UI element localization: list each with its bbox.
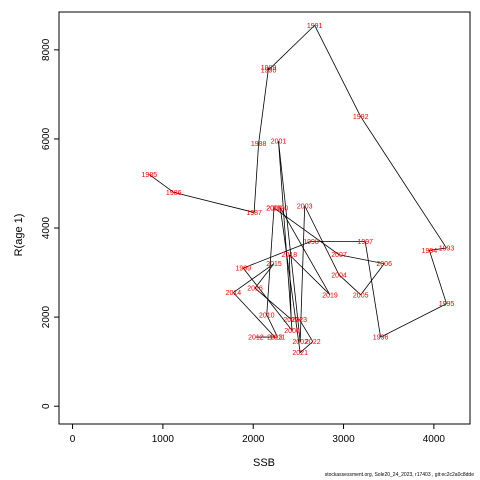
x-tick-label-0: 0 — [70, 434, 76, 445]
segment-2006-2007 — [338, 254, 385, 265]
segment-2004-2005 — [338, 274, 361, 296]
y-tick-label-1: 2000 — [41, 306, 52, 329]
segment-1987-1988 — [253, 143, 260, 213]
segment-1985-1986 — [149, 174, 174, 193]
point-label-2011: 2011 — [270, 335, 285, 342]
point-label-2018: 2018 — [282, 252, 298, 259]
segment-2002-2003 — [299, 205, 306, 342]
segment-2018-2019 — [289, 254, 331, 296]
point-label-2000: 2000 — [284, 328, 300, 335]
segment-2015-2016 — [254, 263, 275, 289]
x-axis: 0 1000 2000 3000 4000 — [70, 424, 446, 445]
segment-1993-1994 — [429, 247, 447, 251]
segment-2020-2021 — [279, 207, 301, 353]
segment-1990-1991 — [268, 25, 315, 71]
point-label-2002: 2002 — [292, 339, 308, 346]
point-label-2016: 2016 — [247, 286, 263, 293]
point-label-2001: 2001 — [271, 139, 287, 146]
segment-1995-1996 — [380, 303, 447, 338]
x-tick-label-1: 1000 — [152, 434, 175, 445]
point-label-2023: 2023 — [291, 317, 307, 324]
segment-2009-2010 — [266, 207, 275, 315]
point-label-1995: 1995 — [439, 301, 455, 308]
point-label-1996: 1996 — [373, 335, 389, 342]
point-label-1989: 1989 — [261, 65, 277, 72]
segment-1986-1987 — [173, 192, 255, 213]
point-label-2015: 2015 — [266, 261, 282, 268]
segment-2016-2017 — [254, 287, 292, 320]
y-tick-label-2: 4000 — [41, 216, 52, 239]
point-label-2007: 2007 — [331, 252, 347, 259]
point-label-1994: 1994 — [422, 248, 438, 255]
y-axis: 0 2000 4000 6000 8000 — [41, 38, 59, 409]
segment-2003-2004 — [304, 205, 340, 275]
point-label-2006: 2006 — [376, 261, 392, 268]
segment-1991-1992 — [314, 25, 362, 117]
y-tick-label-4: 8000 — [41, 38, 52, 61]
point-label-1986: 1986 — [166, 190, 182, 197]
segment-2014-2015 — [233, 263, 275, 293]
point-label-2022: 2022 — [305, 339, 321, 346]
y-axis-title: R(age 1) — [13, 214, 25, 257]
segment-1996-1997 — [364, 241, 381, 338]
y-tick-label-3: 6000 — [41, 127, 52, 150]
point-label-2005: 2005 — [353, 292, 369, 299]
point-label-2004: 2004 — [331, 272, 347, 279]
x-tick-label-3: 3000 — [332, 434, 355, 445]
year-labels-group: 1985198619871988198919901991199219931994… — [142, 23, 455, 357]
point-label-1985: 1985 — [142, 172, 158, 179]
footer-watermark: stockassessment.org, Sole20_24_2023, r17… — [324, 472, 474, 478]
point-label-2020: 2020 — [273, 205, 289, 212]
segment-1988-1989 — [258, 67, 269, 144]
point-label-2008: 2008 — [266, 205, 282, 212]
segment-2010-2011 — [266, 314, 278, 338]
point-label-1991: 1991 — [307, 23, 323, 30]
point-label-1990: 1990 — [261, 67, 277, 74]
point-label-1993: 1993 — [439, 246, 455, 253]
y-tick-label-0: 0 — [41, 403, 52, 409]
point-label-2021: 2021 — [292, 350, 308, 357]
x-axis-title: SSB — [253, 457, 275, 469]
x-tick-label-4: 4000 — [423, 434, 446, 445]
segment-2001-2002 — [278, 141, 301, 342]
point-label-2014: 2014 — [226, 290, 242, 297]
segment-1994-1995 — [428, 250, 447, 304]
segment-2013-2014 — [233, 292, 276, 338]
point-label-2009: 2009 — [266, 205, 282, 212]
point-label-1998: 1998 — [303, 239, 319, 246]
point-label-1999: 1999 — [235, 266, 251, 273]
point-label-2003: 2003 — [297, 203, 313, 210]
point-label-1997: 1997 — [357, 239, 373, 246]
segment-2005-2006 — [360, 263, 385, 296]
segment-2017-2018 — [288, 254, 292, 320]
segment-2021-2022 — [299, 341, 314, 354]
point-label-1988: 1988 — [251, 141, 267, 148]
segment-2019-2020 — [279, 207, 331, 296]
point-label-2010: 2010 — [259, 312, 275, 319]
x-tick-label-2: 2000 — [242, 434, 265, 445]
segment-1992-1993 — [360, 116, 447, 249]
point-label-1992: 1992 — [353, 114, 369, 121]
point-label-1987: 1987 — [246, 210, 262, 217]
point-label-2013: 2013 — [267, 335, 283, 342]
point-label-2012: 2012 — [248, 335, 264, 342]
point-label-2019: 2019 — [322, 292, 338, 299]
series-line-group — [149, 25, 447, 354]
segment-1998-1999 — [243, 241, 312, 269]
point-label-2017: 2017 — [283, 317, 299, 324]
plot-frame — [58, 11, 471, 425]
segment-2022-2023 — [298, 319, 314, 342]
segment-2000-2001 — [278, 141, 293, 331]
